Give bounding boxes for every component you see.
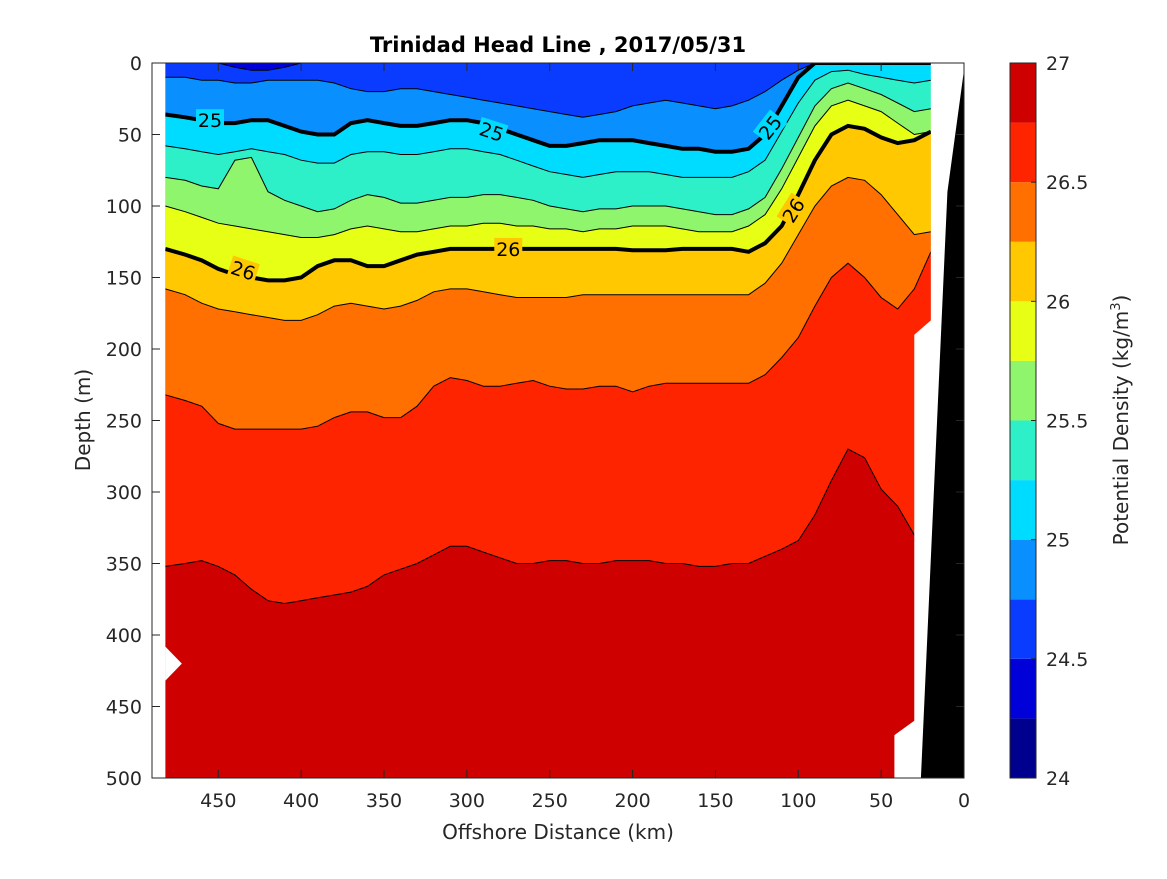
x-tick-label: 250 — [532, 790, 568, 812]
colorbar-tick-label: 26.5 — [1046, 172, 1088, 194]
colorbar-tick-label: 26 — [1046, 291, 1070, 313]
y-axis-label: Depth (m) — [71, 369, 95, 471]
x-axis-ticks: 450 400 350 300 250 200 150 100 50 0 — [200, 63, 970, 812]
contour-label-bg — [752, 109, 788, 146]
isopycnal-line — [165, 251, 932, 430]
y-tick-label: 150 — [106, 268, 142, 290]
colorbar-swatch — [1010, 420, 1036, 481]
colorbar-swatch — [1010, 718, 1036, 778]
x-tick-label: 350 — [366, 790, 402, 812]
y-tick-label: 100 — [106, 196, 142, 218]
chart-title: Trinidad Head Line , 2017/05/31 — [370, 33, 746, 57]
colorbar-swatch — [1010, 63, 1036, 123]
colorbar-swatch — [1010, 539, 1036, 600]
density-fill-layer — [165, 63, 931, 778]
contour-label-bg — [196, 109, 224, 132]
x-tick-label: 0 — [958, 790, 970, 812]
colorbar-swatch — [1010, 360, 1036, 421]
colorbar-tick-label: 24.5 — [1046, 649, 1088, 671]
colorbar-swatch — [1010, 480, 1036, 540]
y-axis-ticks: 0 50 100 150 200 250 300 350 400 450 500 — [106, 53, 964, 790]
contour-label-bg — [475, 116, 509, 147]
isopycnal-line — [165, 63, 931, 118]
colorbar-swatch — [1010, 241, 1036, 302]
colorbar-tick-label: 27 — [1046, 53, 1070, 75]
colorbar-label-superscript: 3 — [1109, 302, 1124, 310]
contour-line-layer — [164, 63, 932, 605]
y-tick-label: 200 — [106, 339, 142, 361]
isopycnal-line — [165, 82, 931, 216]
contour-label: 26 — [496, 239, 520, 261]
isopycnal-line — [165, 448, 932, 605]
x-tick-label: 200 — [614, 790, 650, 812]
colorbar: 27 26.5 26 25.5 25 24.5 24 — [1009, 53, 1088, 790]
x-tick-label: 400 — [283, 790, 319, 812]
y-tick-label: 450 — [106, 697, 142, 719]
isopycnal-line — [165, 99, 931, 238]
x-tick-label: 300 — [449, 790, 485, 812]
colorbar-swatch — [1010, 182, 1036, 242]
y-tick-label: 300 — [106, 482, 142, 504]
y-tick-label: 250 — [106, 411, 142, 433]
no-data-notch — [165, 646, 182, 681]
colorbar-swatch — [1010, 599, 1036, 659]
labeled-isopycnal — [164, 123, 932, 283]
colorbar-tick-label: 25 — [1046, 530, 1070, 552]
y-tick-label: 350 — [106, 554, 142, 576]
isopycnal-line — [165, 176, 931, 321]
x-tick-label: 50 — [869, 790, 893, 812]
colorbar-swatch — [1010, 658, 1036, 719]
colorbar-label-main: Potential Density (kg/m — [1109, 311, 1133, 546]
contour-label-bg — [494, 237, 523, 260]
x-axis-label: Offshore Distance (km) — [442, 820, 674, 844]
labeled-isopycnal — [165, 63, 931, 154]
y-tick-label: 0 — [130, 53, 142, 75]
y-tick-label: 500 — [106, 768, 142, 790]
density-band — [165, 63, 931, 118]
colorbar-tick-label: 24 — [1046, 768, 1070, 790]
contour-label: 25 — [198, 110, 222, 132]
colorbar-tick-label: 25.5 — [1046, 411, 1088, 433]
x-tick-label: 150 — [697, 790, 733, 812]
contour-label-bg — [776, 192, 811, 228]
density-band — [165, 63, 931, 71]
mask-layer — [152, 63, 964, 778]
colorbar-label-tail: ) — [1109, 295, 1133, 303]
colorbar-swatch — [1010, 122, 1036, 183]
seafloor-bathymetry — [920, 70, 964, 778]
contour-label-bg — [226, 255, 260, 286]
colorbar-label: Potential Density (kg/m3) — [1109, 295, 1133, 546]
y-tick-label: 50 — [118, 125, 142, 147]
colorbar-swatch — [1010, 301, 1036, 361]
isopycnal-line — [165, 63, 931, 71]
x-tick-label: 100 — [780, 790, 816, 812]
isopycnal-line — [165, 69, 931, 178]
x-tick-label: 450 — [200, 790, 236, 812]
y-tick-label: 400 — [106, 625, 142, 647]
